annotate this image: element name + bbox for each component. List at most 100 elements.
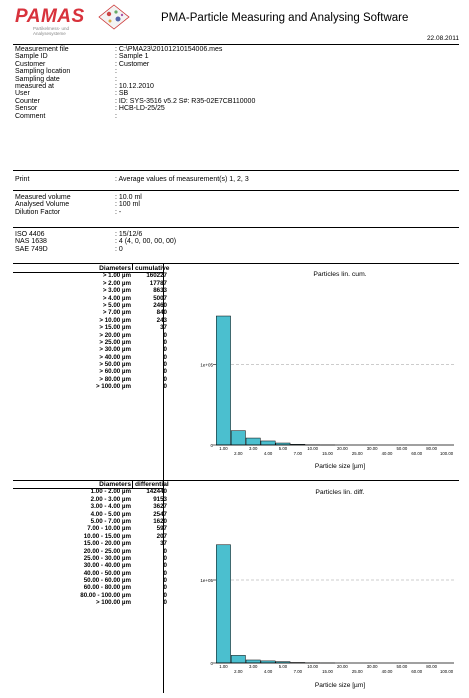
info-value: : 100 ml — [115, 201, 140, 208]
x-tick-label: 20.00 — [337, 446, 348, 451]
report-header: PAMAS Partikelmess- und Analysesysteme P… — [13, 0, 459, 44]
info-value: : 10.12.2010 — [115, 83, 154, 90]
x-tick-label: 3.00 — [249, 664, 258, 669]
x-tick-label: 100.00 — [440, 669, 454, 674]
info-key: Measurement file — [15, 46, 69, 53]
x-tick-label: 25.00 — [352, 451, 363, 456]
count-cell: 0 — [135, 562, 167, 569]
chart-bar — [246, 660, 260, 663]
divider — [132, 480, 133, 488]
info-key: Measured volume — [15, 194, 71, 201]
x-tick-label: 5.00 — [279, 446, 288, 451]
info-value: : Sample 1 — [115, 53, 148, 60]
diameter-cell: > 15.00 µm — [13, 324, 131, 331]
diameter-cell: 30.00 - 40.00 µm — [13, 562, 131, 569]
count-cell: 9153 — [135, 496, 167, 503]
info-value: : HCB-LD-25/25 — [115, 105, 165, 112]
chart-bar — [231, 431, 245, 445]
count-cell: 840 — [135, 309, 167, 316]
x-tick-label: 7.00 — [294, 669, 303, 674]
diameter-cell: > 20.00 µm — [13, 332, 131, 339]
diameter-cell: 3.00 - 4.00 µm — [13, 503, 131, 510]
divider — [13, 488, 163, 489]
diameter-cell: > 50.00 µm — [13, 361, 131, 368]
y-tick-label: 1e+05 — [200, 578, 213, 583]
diameter-cell: 2.00 - 3.00 µm — [13, 496, 131, 503]
logo-text: PAMAS — [15, 6, 85, 28]
diameter-cell: > 4.00 µm — [13, 295, 131, 302]
x-axis-label: Particle size [µm] — [315, 463, 366, 470]
info-key: Counter — [15, 98, 40, 105]
diameter-cell: > 5.00 µm — [13, 302, 131, 309]
count-cell: 0 — [135, 361, 167, 368]
count-cell: 37 — [135, 324, 167, 331]
info-key: Sample ID — [15, 53, 48, 60]
x-axis-label: Particle size [µm] — [315, 682, 366, 689]
count-cell: 0 — [135, 376, 167, 383]
info-key: Dilution Factor — [15, 209, 60, 216]
count-cell: 0 — [135, 599, 167, 606]
differential-chart-svg: Particles lin. diff.01e+051.002.003.004.… — [164, 481, 459, 693]
y-tick-label: 0 — [210, 661, 213, 666]
x-tick-label: 25.00 — [352, 669, 363, 674]
x-tick-label: 5.00 — [279, 664, 288, 669]
x-tick-label: 40.00 — [382, 451, 393, 456]
diameter-cell: 1.00 - 2.00 µm — [13, 488, 131, 495]
x-tick-label: 50.00 — [397, 446, 408, 451]
count-cell: 0 — [135, 548, 167, 555]
info-key: SAE 749D — [15, 246, 48, 253]
info-key: Sensor — [15, 105, 37, 112]
info-key: Analysed Volume — [15, 201, 69, 208]
diameter-cell: 50.00 - 60.00 µm — [13, 577, 131, 584]
x-tick-label: 2.00 — [234, 669, 243, 674]
info-value: : 15/12/6 — [115, 231, 142, 238]
divider — [13, 44, 459, 45]
diameter-cell: 60.00 - 80.00 µm — [13, 584, 131, 591]
x-tick-label: 50.00 — [397, 664, 408, 669]
count-cell: 597 — [135, 525, 167, 532]
count-cell: 17787 — [135, 280, 167, 287]
count-cell: 0 — [135, 592, 167, 599]
diameter-cell: 15.00 - 20.00 µm — [13, 540, 131, 547]
chart-bar — [216, 545, 230, 663]
x-tick-label: 30.00 — [367, 446, 378, 451]
diameter-cell: > 40.00 µm — [13, 354, 131, 361]
diameter-cell: > 30.00 µm — [13, 346, 131, 353]
x-tick-label: 80.00 — [426, 664, 437, 669]
diameter-cell: > 1.00 µm — [13, 272, 131, 279]
info-value: : — [115, 68, 117, 75]
count-cell: 0 — [135, 584, 167, 591]
count-cell: 0 — [135, 354, 167, 361]
x-tick-label: 15.00 — [322, 451, 333, 456]
count-cell: 3627 — [135, 503, 167, 510]
count-cell: 207 — [135, 533, 167, 540]
info-key: Comment — [15, 113, 45, 120]
count-cell: 0 — [135, 346, 167, 353]
x-tick-label: 10.00 — [307, 664, 318, 669]
chart-bar — [261, 441, 275, 445]
diameter-cell: > 100.00 µm — [13, 599, 131, 606]
chart-bar — [246, 438, 260, 445]
info-key: measured at — [15, 83, 54, 90]
diameter-cell: > 10.00 µm — [13, 317, 131, 324]
info-key: NAS 1638 — [15, 238, 47, 245]
